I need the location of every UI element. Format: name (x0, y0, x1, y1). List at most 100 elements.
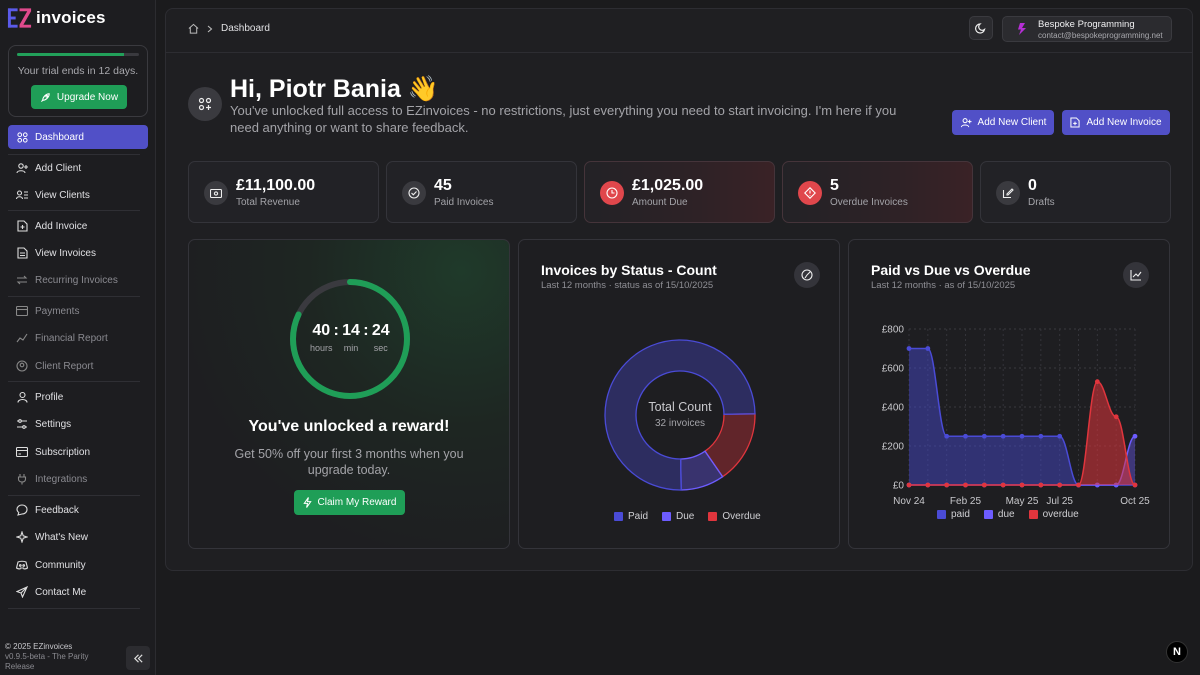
sidebar-item-recurring-invoices[interactable]: Recurring Invoices (8, 268, 148, 292)
claim-reward-button[interactable]: Claim My Reward (294, 490, 405, 515)
apps-icon (198, 97, 212, 111)
legend-label: Paid (628, 511, 649, 522)
sidebar-item-dashboard[interactable]: Dashboard (8, 125, 148, 149)
data-point-paid[interactable] (1038, 433, 1044, 439)
x-tick-label: Jul 25 (1046, 496, 1073, 507)
sidebar-item-integrations[interactable]: Integrations (8, 467, 148, 491)
y-tick-label: £200 (882, 442, 905, 453)
add-new-invoice-label: Add New Invoice (1086, 117, 1162, 128)
data-point-paid[interactable] (1057, 433, 1063, 439)
data-point-paid[interactable] (906, 346, 912, 351)
data-point-overdue[interactable] (1113, 414, 1119, 420)
add-new-client-button[interactable]: Add New Client (952, 110, 1054, 135)
data-point-paid[interactable] (1000, 433, 1006, 439)
legend-swatch (708, 512, 718, 521)
stat-value: 5 (830, 177, 839, 194)
trend-chart-icon (1130, 270, 1142, 281)
series-overdue (906, 379, 1138, 488)
data-point-overdue[interactable] (944, 482, 950, 488)
sidebar-item-community[interactable]: Community (8, 553, 148, 577)
donut-center-title: Total Count (648, 400, 712, 414)
sidebar-item-subscription[interactable]: Subscription (8, 440, 148, 464)
donut-slice-paid[interactable] (604, 339, 756, 491)
data-point-paid[interactable] (963, 433, 968, 439)
stat-paid-invoices[interactable]: 45 Paid Invoices (386, 161, 577, 223)
sidebar-item-contact[interactable]: Contact Me (8, 580, 148, 604)
legend-swatch (662, 512, 672, 521)
legend-item-overdue[interactable]: overdue (1028, 509, 1079, 520)
theme-toggle-button[interactable] (969, 16, 993, 40)
reward-subtitle: Get 50% off your first 3 months when you… (234, 447, 464, 477)
x-tick-label: Oct 25 (1120, 496, 1150, 507)
stat-overdue-invoices[interactable]: 5 Overdue Invoices (782, 161, 973, 223)
minutes-value: 14 (342, 322, 360, 339)
legend-item-due[interactable]: Due (662, 511, 694, 522)
data-point-overdue[interactable] (925, 482, 931, 488)
copyright-text: © 2025 EZinvoices (5, 642, 73, 651)
stat-amount-due[interactable]: £1,025.00 Amount Due (584, 161, 775, 223)
data-point-overdue[interactable] (1132, 482, 1138, 488)
data-point-due[interactable] (1132, 433, 1138, 439)
data-point-paid[interactable] (981, 433, 987, 439)
stat-drafts[interactable]: 0 Drafts (980, 161, 1171, 223)
chart-options-button[interactable] (1123, 262, 1149, 288)
user-menu[interactable]: Bespoke Programming contact@bespokeprogr… (1002, 16, 1172, 42)
sidebar-item-payments[interactable]: Payments (8, 299, 148, 323)
data-point-overdue[interactable] (1019, 482, 1025, 488)
home-icon[interactable] (188, 23, 199, 34)
chart-options-button[interactable] (794, 262, 820, 288)
sidebar-item-feedback[interactable]: Feedback (8, 498, 148, 522)
sidebar-item-view-clients[interactable]: View Clients (8, 183, 148, 207)
data-point-overdue[interactable] (1038, 482, 1044, 488)
sidebar: invoices Your trial ends in 12 days. Upg… (0, 0, 156, 675)
reward-card: 40 hours : 14 min : 24 sec You've unlocked … (188, 239, 510, 549)
legend-item-paid[interactable]: Paid (614, 511, 648, 522)
data-point-overdue[interactable] (1076, 482, 1081, 488)
logo[interactable]: invoices (7, 6, 106, 30)
data-point-overdue[interactable] (981, 482, 987, 488)
data-point-overdue[interactable] (963, 482, 968, 488)
sidebar-item-label: Contact Me (35, 586, 87, 598)
floating-n-button[interactable]: N (1166, 641, 1188, 663)
minutes-unit: min (343, 343, 359, 353)
welcome-title: Hi, Piotr Bania 👋 (230, 75, 439, 103)
bolt-icon (302, 497, 312, 508)
data-point-overdue[interactable] (906, 482, 912, 488)
legend-item-paid[interactable]: paid (937, 509, 970, 520)
x-tick-label: May 25 (1006, 496, 1039, 507)
sidebar-item-client-report[interactable]: Client Report (8, 354, 148, 378)
discord-icon (16, 559, 28, 571)
sidebar-item-view-invoices[interactable]: View Invoices (8, 241, 148, 265)
data-point-paid[interactable] (944, 433, 950, 439)
stat-total-revenue[interactable]: £11,100.00 Total Revenue (188, 161, 379, 223)
nav-divider (8, 381, 140, 382)
sidebar-item-label: Payments (35, 305, 80, 317)
sidebar-item-label: Profile (35, 391, 64, 403)
sidebar-item-label: Client Report (35, 360, 94, 372)
x-tick-label: Nov 24 (893, 496, 925, 507)
welcome-subtitle: You've unlocked full access to EZinvoice… (230, 103, 897, 135)
donut-legend: Paid Due Overdue (614, 511, 761, 522)
sidebar-item-add-invoice[interactable]: Add Invoice (8, 214, 148, 238)
sidebar-item-add-client[interactable]: Add Client (8, 156, 148, 180)
sidebar-item-settings[interactable]: Settings (8, 412, 148, 436)
collapse-sidebar-button[interactable] (126, 646, 150, 670)
data-point-overdue[interactable] (1000, 482, 1006, 488)
data-point-overdue[interactable] (1057, 482, 1063, 488)
legend-item-overdue[interactable]: Overdue (708, 511, 761, 522)
sidebar-item-whats-new[interactable]: What's New (8, 525, 148, 549)
sidebar-item-financial-report[interactable]: Financial Report (8, 326, 148, 350)
data-point-paid[interactable] (925, 346, 931, 351)
legend-item-due[interactable]: due (983, 509, 1015, 520)
add-new-invoice-button[interactable]: Add New Invoice (1062, 110, 1170, 135)
sidebar-item-label: Financial Report (35, 332, 108, 344)
file-text-icon (16, 247, 28, 259)
colon: : (333, 322, 339, 339)
data-point-paid[interactable] (1019, 433, 1025, 439)
upgrade-button[interactable]: Upgrade Now (31, 85, 127, 109)
sidebar-item-profile[interactable]: Profile (8, 385, 148, 409)
y-tick-label: £600 (882, 364, 905, 375)
data-point-overdue[interactable] (1094, 379, 1100, 385)
sidebar-item-label: Settings (35, 418, 72, 430)
moon-icon (975, 23, 986, 34)
